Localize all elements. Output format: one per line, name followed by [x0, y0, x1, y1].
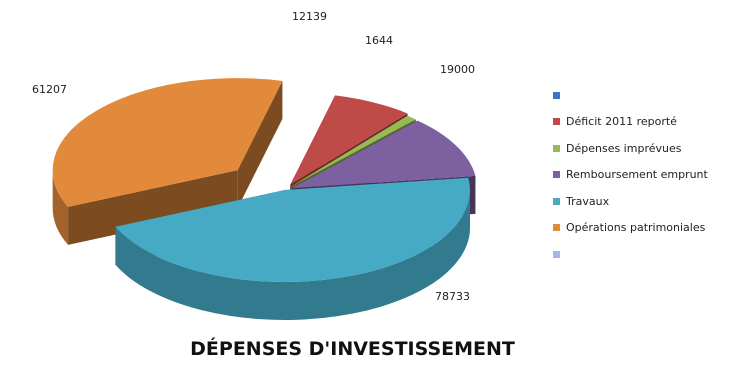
legend-item-deficit-2011-reporte: Déficit 2011 reporté	[553, 109, 708, 136]
slice-travaux	[115, 177, 471, 282]
legend-label: Dépenses imprévues	[566, 141, 682, 155]
value-label-depenses-imprevues: 1644	[365, 34, 393, 47]
value-label-deficit-2011-reporte: 12139	[292, 10, 327, 23]
legend-swatch	[553, 144, 560, 152]
legend-label: Déficit 2011 reporté	[566, 115, 677, 129]
value-label-remboursement-emprunt: 19000	[440, 63, 475, 76]
slice-remboursement-emprunt	[292, 120, 476, 189]
legend-item-6	[553, 241, 708, 268]
slice-rim-operations-patrimoniales	[52, 170, 69, 245]
chart-title: DÉPENSES D'INVESTISSEMENT	[0, 338, 750, 360]
legend-swatch	[553, 224, 560, 232]
legend-item-0	[553, 82, 708, 109]
legend: Déficit 2011 reporté Dépenses imprévues Re…	[553, 82, 708, 268]
slice-side-face-operations-patrimoniales	[68, 170, 238, 245]
slice-rim-travaux	[115, 190, 471, 321]
legend-swatch	[553, 91, 560, 99]
value-label-travaux: 78733	[435, 290, 470, 303]
value-label-operations-patrimoniales: 61207	[32, 83, 67, 96]
legend-label: Travaux	[566, 194, 610, 208]
legend-item-depenses-imprevues: Dépenses imprévues	[553, 135, 708, 162]
slice-deficit-2011-reporte	[290, 95, 408, 185]
slice-depenses-imprevues	[290, 115, 416, 187]
legend-label: Remboursement emprunt	[566, 168, 708, 182]
pie-tops	[52, 78, 476, 282]
legend-swatch	[553, 197, 560, 205]
chart-title-text: DÉPENSES D'INVESTISSEMENT	[190, 338, 515, 360]
legend-swatch	[553, 118, 560, 126]
legend-item-remboursement-emprunt: Remboursement emprunt	[553, 162, 708, 189]
slice-operations-patrimoniales	[52, 78, 283, 207]
legend-item-travaux: Travaux	[553, 188, 708, 215]
legend-item-operations-patrimoniales: Opérations patrimoniales	[553, 215, 708, 242]
legend-swatch	[553, 250, 560, 258]
slice-side-face-operations-patrimoniales	[237, 80, 283, 209]
legend-swatch	[553, 171, 560, 179]
legend-label: Opérations patrimoniales	[566, 221, 706, 235]
